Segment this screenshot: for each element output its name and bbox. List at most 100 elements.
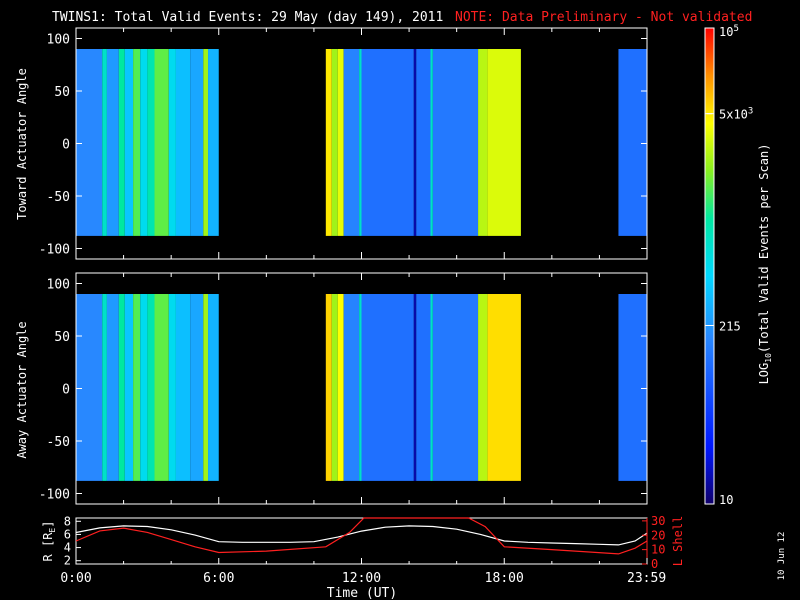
toward-band-7 bbox=[147, 49, 155, 236]
colorbar-tick-label-base-1: 215 bbox=[719, 320, 741, 334]
away-band-20 bbox=[413, 294, 417, 481]
away-band-11 bbox=[190, 294, 204, 481]
away-heatmap bbox=[76, 294, 647, 481]
away-band-14 bbox=[325, 294, 332, 481]
away-ytick-label-3: -50 bbox=[47, 435, 70, 450]
toward-ytick-label-1: 50 bbox=[54, 85, 70, 100]
toward-band-16 bbox=[337, 49, 344, 236]
toward-band-14 bbox=[325, 49, 332, 236]
x-tick-label-2: 12:00 bbox=[342, 571, 381, 586]
lshell-tick-label-2: 10 bbox=[651, 543, 665, 557]
away-ytick-label-4: -100 bbox=[39, 488, 70, 503]
away-panel: 100 50 0 -50 -100 Away Actuator Angle bbox=[15, 272, 648, 505]
date-stamp: 10 Jun 12 bbox=[777, 532, 787, 581]
lshell-tick-label-1: 20 bbox=[651, 528, 665, 542]
colorbar-tick-label-sup-2: 3 bbox=[748, 107, 753, 117]
away-ytick-label-0: 100 bbox=[47, 278, 70, 293]
r-tick-label-0: 8 bbox=[64, 514, 71, 528]
away-band-9 bbox=[168, 294, 176, 481]
away-band-4 bbox=[124, 294, 134, 481]
toward-band-19 bbox=[361, 49, 414, 236]
orbit-r-label-sub: E bbox=[48, 528, 57, 533]
toward-y-label: Toward Actuator Angle bbox=[15, 68, 29, 220]
toward-band-26 bbox=[618, 49, 647, 236]
colorbar-tick-label-1: 215 bbox=[719, 320, 741, 334]
r-tick-label-3: 2 bbox=[64, 554, 71, 568]
colorbar-label: LOG10(Total Valid Events per Scan) bbox=[757, 144, 773, 385]
toward-band-1 bbox=[102, 49, 107, 236]
colorbar-gradient bbox=[705, 28, 714, 504]
away-band-3 bbox=[118, 294, 125, 481]
colorbar-label-sub: 10 bbox=[764, 353, 773, 363]
away-band-1 bbox=[102, 294, 107, 481]
toward-band-15 bbox=[331, 49, 338, 236]
lshell-label: L Shell bbox=[671, 516, 685, 567]
away-band-8 bbox=[154, 294, 169, 481]
colorbar-tick-label-2: 5x103 bbox=[719, 107, 753, 122]
toward-band-5 bbox=[133, 49, 141, 236]
colorbar-tick-label-base-3: 10 bbox=[719, 25, 733, 39]
away-band-19 bbox=[361, 294, 414, 481]
orbit-r-label-main: R [R bbox=[41, 532, 55, 562]
toward-band-10 bbox=[175, 49, 191, 236]
x-tick-label-1: 6:00 bbox=[203, 571, 234, 586]
away-band-17 bbox=[343, 294, 360, 481]
away-band-25 bbox=[487, 294, 521, 481]
toward-band-23 bbox=[432, 49, 479, 236]
colorbar-tick-label-3: 105 bbox=[719, 24, 739, 39]
away-band-22 bbox=[430, 294, 433, 481]
toward-band-9 bbox=[168, 49, 176, 236]
toward-band-4 bbox=[124, 49, 134, 236]
away-band-5 bbox=[133, 294, 141, 481]
toward-ytick-label-0: 100 bbox=[47, 33, 70, 48]
away-band-6 bbox=[140, 294, 148, 481]
away-ytick-label-2: 0 bbox=[62, 383, 70, 398]
away-band-16 bbox=[337, 294, 344, 481]
orbit-lines bbox=[75, 517, 648, 555]
orbit-plot-frame bbox=[75, 517, 648, 565]
colorbar-label-main: LOG bbox=[757, 363, 771, 385]
colorbar-label-rest: (Total Valid Events per Scan) bbox=[757, 144, 771, 354]
away-band-18 bbox=[359, 294, 362, 481]
away-band-0 bbox=[76, 294, 103, 481]
colorbar-tick-label-sup-3: 5 bbox=[733, 24, 738, 34]
x-tick-label-4: 23:59 bbox=[627, 571, 666, 586]
toward-band-11 bbox=[190, 49, 204, 236]
toward-heatmap bbox=[76, 49, 647, 236]
orbit-r-label: R [RE] bbox=[41, 521, 57, 562]
toward-band-25 bbox=[487, 49, 521, 236]
toward-band-20 bbox=[413, 49, 417, 236]
away-band-12 bbox=[203, 294, 209, 481]
x-tick-label-3: 18:00 bbox=[485, 571, 524, 586]
toward-ytick-label-3: -50 bbox=[47, 190, 70, 205]
away-band-10 bbox=[175, 294, 191, 481]
r-distance-line bbox=[75, 525, 648, 546]
colorbar-tick-label-base-0: 10 bbox=[719, 493, 733, 507]
toward-band-6 bbox=[140, 49, 148, 236]
away-band-21 bbox=[416, 294, 431, 481]
lshell-line bbox=[75, 517, 648, 555]
away-band-7 bbox=[147, 294, 155, 481]
preliminary-note: NOTE: Data Preliminary - Not validated bbox=[455, 10, 752, 25]
r-tick-label-1: 6 bbox=[64, 527, 71, 541]
toward-band-22 bbox=[430, 49, 433, 236]
x-tick-label-0: 0:00 bbox=[60, 571, 91, 586]
colorbar-tick-label-base-2: 5x10 bbox=[719, 108, 748, 122]
orbit-r-label-end: ] bbox=[41, 521, 55, 528]
toward-band-0 bbox=[76, 49, 103, 236]
away-band-23 bbox=[432, 294, 479, 481]
toward-band-3 bbox=[118, 49, 125, 236]
lshell-tick-label-0: 30 bbox=[651, 514, 665, 528]
away-y-axis: 100 50 0 -50 -100 bbox=[39, 273, 648, 504]
toward-ytick-label-4: -100 bbox=[39, 243, 70, 258]
chart-title: TWINS1: Total Valid Events: 29 May (day … bbox=[52, 10, 443, 25]
toward-band-8 bbox=[154, 49, 169, 236]
toward-band-21 bbox=[416, 49, 431, 236]
away-band-13 bbox=[208, 294, 219, 481]
away-band-26 bbox=[618, 294, 647, 481]
toward-band-24 bbox=[478, 49, 488, 236]
